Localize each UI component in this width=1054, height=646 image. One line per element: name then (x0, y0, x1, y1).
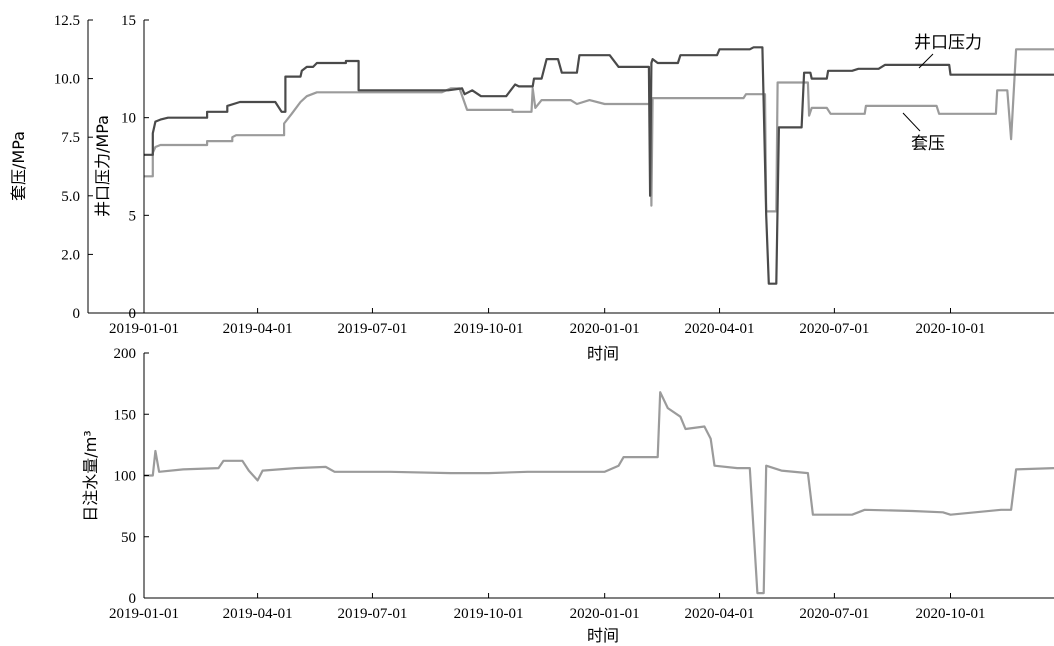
bottom-y-tick-label: 0 (129, 591, 137, 607)
bottom-y-tick-label: 200 (114, 346, 137, 362)
wellhead-pressure-line (144, 46, 1054, 285)
left-y-tick-label: 12.5 (54, 13, 80, 29)
casing-pressure-leader (902, 112, 921, 132)
bottom-y-ticks: 0 50 100 150 200 (114, 346, 149, 607)
bottom-x-tick-label: 2019-04-01 (223, 606, 293, 622)
bottom-x-axis-title: 时间 (587, 626, 619, 645)
right-y-tick-label: 5 (129, 208, 137, 224)
left-y-ticks: 0 2.0 5.0 7.5 10.0 12.5 (54, 13, 93, 322)
top-x-tick-label: 2020-04-01 (685, 321, 755, 337)
injection-chart: 0 50 100 150 200 2019-01-01 2019-04-01 2019-07… (81, 346, 1054, 645)
bottom-x-ticks: 2019-01-01 2019-04-01 2019-07-01 2019-10-01… (109, 593, 986, 622)
left-y-tick-label: 2.0 (61, 247, 80, 263)
injection-volume-line (144, 391, 1054, 595)
bottom-x-tick-label: 2019-01-01 (109, 606, 179, 622)
right-y-ticks: 0 5 10 15 (121, 13, 149, 322)
wellhead-pressure-leader (918, 53, 934, 69)
right-y-tick-label: 0 (129, 306, 137, 322)
left-y-axis-title: 套压/MPa (9, 131, 28, 201)
injection-series-group (144, 391, 1054, 595)
right-y-tick-label: 10 (121, 111, 136, 127)
pressure-series-group (144, 46, 1054, 285)
bottom-y-tick-label: 50 (121, 530, 136, 546)
top-x-tick-label: 2020-10-01 (916, 321, 986, 337)
top-x-tick-label: 2019-04-01 (223, 321, 293, 337)
bottom-y-tick-label: 100 (114, 469, 137, 485)
top-x-tick-label: 2019-10-01 (454, 321, 524, 337)
bottom-y-axis-title: 日注水量/m³ (81, 430, 100, 521)
wellhead-pressure-label: 井口压力 (914, 33, 982, 53)
top-x-tick-label: 2020-01-01 (570, 321, 640, 337)
bottom-x-tick-label: 2020-01-01 (570, 606, 640, 622)
bottom-y-tick-label: 150 (114, 407, 137, 423)
top-x-axis-title: 时间 (587, 344, 619, 363)
left-y-tick-label: 7.5 (61, 130, 80, 146)
bottom-x-tick-label: 2019-10-01 (454, 606, 524, 622)
bottom-x-tick-label: 2019-07-01 (337, 606, 407, 622)
left-y-tick-label: 5.0 (61, 189, 80, 205)
left-y-tick-label: 10.0 (54, 72, 80, 88)
right-y-tick-label: 15 (121, 13, 136, 29)
top-x-tick-label: 2020-07-01 (799, 321, 869, 337)
bottom-x-tick-label: 2020-04-01 (685, 606, 755, 622)
casing-pressure-line (144, 48, 1054, 213)
top-x-tick-label: 2019-07-01 (337, 321, 407, 337)
top-x-tick-label: 2019-01-01 (109, 321, 179, 337)
top-x-ticks: 2019-01-01 2019-04-01 2019-07-01 2019-10-01… (109, 308, 986, 337)
bottom-x-tick-label: 2020-07-01 (799, 606, 869, 622)
left-y-tick-label: 0 (73, 306, 81, 322)
bottom-x-tick-label: 2020-10-01 (916, 606, 986, 622)
casing-pressure-label: 套压 (911, 134, 945, 154)
right-y-axis-title: 井口压力/MPa (93, 115, 112, 217)
